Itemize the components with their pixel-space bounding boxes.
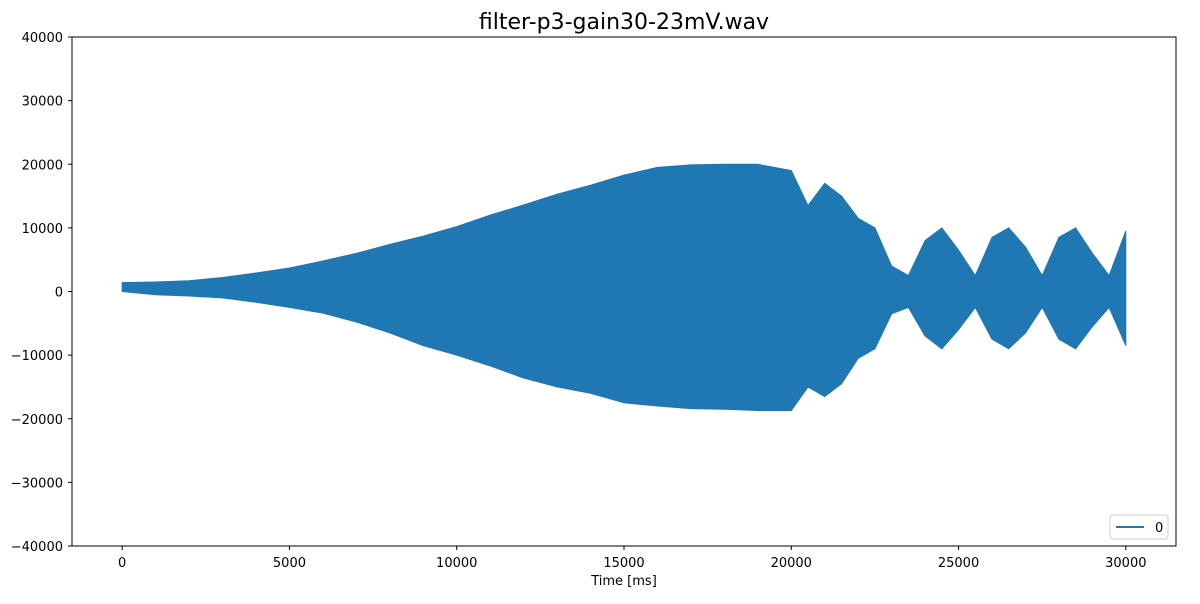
y-tick-label: 20000 <box>22 158 63 173</box>
x-axis-title: Time [ms] <box>590 574 657 589</box>
y-tick-label: 30000 <box>22 95 63 110</box>
signal-layer <box>121 163 1127 411</box>
axes-layer: 0 5000 10000 15000 20000 25000 30000 −40000 −300… <box>11 31 1177 571</box>
y-tick-label: 10000 <box>22 222 63 237</box>
x-tick-label: 15000 <box>603 556 644 571</box>
y-tick-label: −40000 <box>11 540 63 555</box>
x-tick-label: 25000 <box>938 556 979 571</box>
y-tick-label: 40000 <box>22 31 63 46</box>
x-tick-label: 10000 <box>436 556 477 571</box>
chart-title: filter-p3-gain30-23mV.wav <box>479 10 769 35</box>
x-tick-label: 5000 <box>273 556 306 571</box>
y-tick-label: 0 <box>55 286 63 301</box>
y-tick-label: −30000 <box>11 476 63 491</box>
legend-label: 0 <box>1155 521 1163 536</box>
x-tick-label: 30000 <box>1105 556 1146 571</box>
legend: 0 <box>1109 514 1169 540</box>
y-tick-label: −20000 <box>11 413 63 428</box>
y-tick-label: −10000 <box>11 349 63 364</box>
signal-envelope-series-0 <box>121 163 1127 411</box>
x-tick-label: 20000 <box>771 556 812 571</box>
x-tick-label: 0 <box>118 556 126 571</box>
